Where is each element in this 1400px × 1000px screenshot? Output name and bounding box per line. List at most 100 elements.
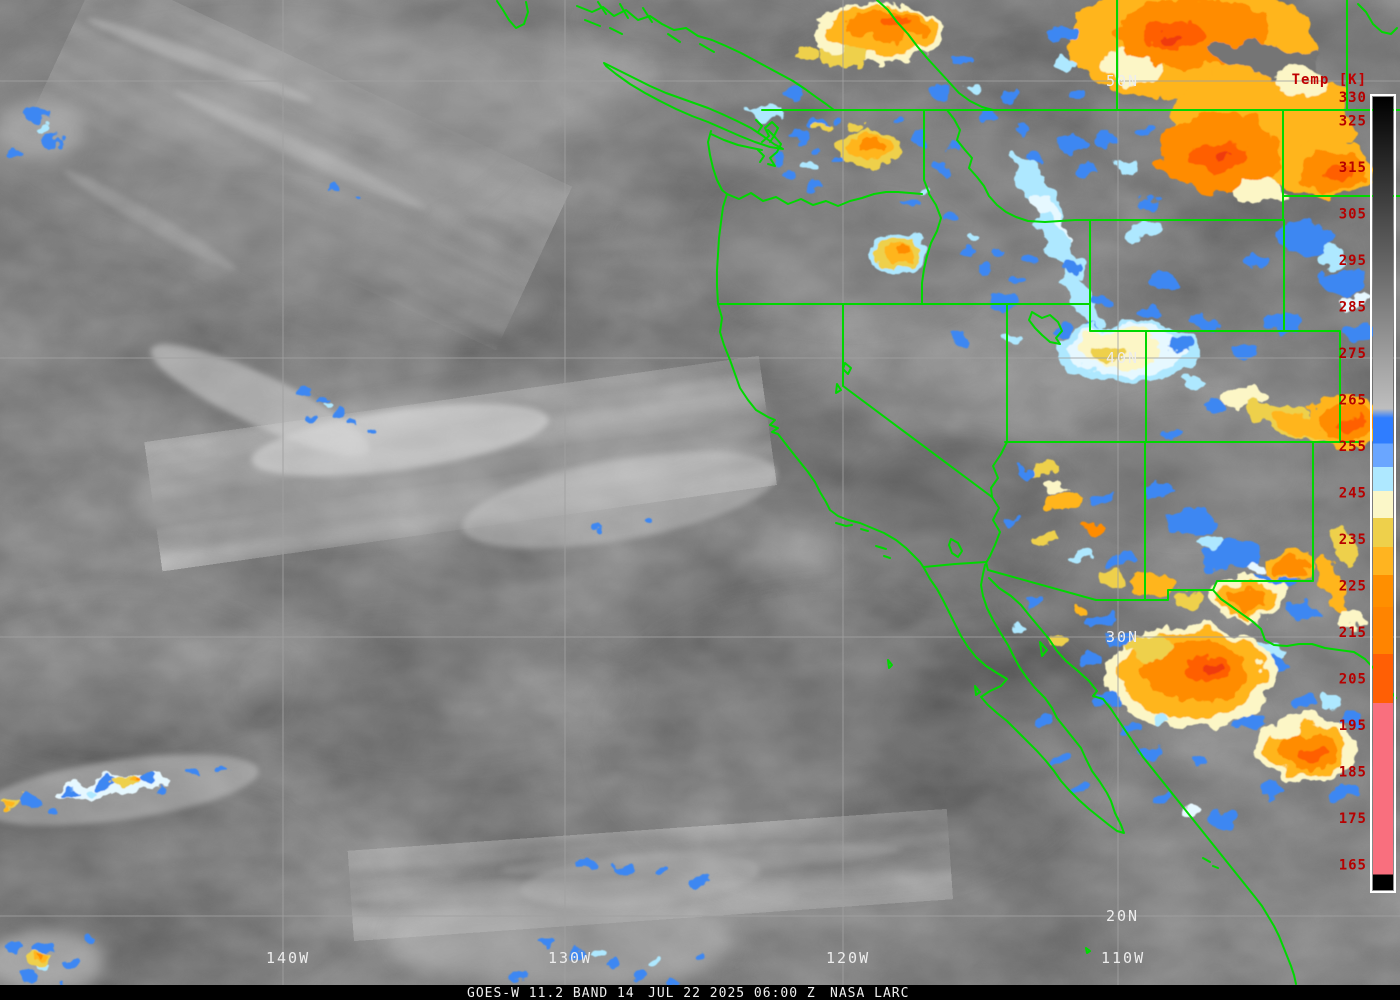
border-path [1357, 3, 1398, 35]
cold-cloud-blob [784, 171, 796, 179]
cold-cloud-blob [1266, 721, 1298, 739]
border-path [717, 303, 925, 569]
border-path [835, 522, 891, 559]
cold-cloud-blob [40, 134, 60, 146]
colorbar-tick-label: 325 [1339, 113, 1367, 129]
cold-cloud-blob [1318, 269, 1366, 295]
colorbar-tick-label: 225 [1339, 578, 1367, 594]
cold-cloud-blob [1054, 56, 1074, 68]
colorbar-tick-label: 195 [1339, 718, 1367, 734]
border-path [576, 5, 835, 111]
cold-cloud-blob [998, 88, 1018, 100]
border-path [1212, 589, 1397, 699]
cold-cloud-blob [48, 808, 62, 816]
cold-cloud-blob [1120, 724, 1140, 736]
cold-cloud-blob [1115, 159, 1135, 171]
colorbar-tick-label: 205 [1339, 671, 1367, 687]
border-path [707, 130, 763, 195]
cold-cloud-blob [817, 123, 831, 131]
longitude-label: 110W [1101, 949, 1145, 967]
cold-cloud-blob [977, 265, 993, 275]
colorbar-tick-label: 175 [1339, 811, 1367, 827]
border-path [835, 362, 852, 394]
cold-cloud-blob [802, 164, 814, 172]
border-path [921, 109, 942, 305]
cold-cloud-blob [1228, 180, 1288, 204]
border-path [887, 641, 1219, 954]
cold-cloud-blob [566, 949, 586, 961]
cold-cloud-blob [1001, 515, 1019, 525]
cold-cloud-blob [829, 116, 841, 124]
border-path [726, 191, 923, 207]
cold-cloud-blob [947, 145, 963, 155]
cold-cloud-blob [932, 165, 948, 175]
cold-cloud-blob [1092, 692, 1120, 708]
cold-cloud-blob [892, 115, 908, 125]
cold-cloud-blob [644, 517, 652, 523]
cold-cloud-blob [952, 54, 972, 66]
cold-cloud-blob [38, 955, 44, 959]
cold-cloud-blob [604, 961, 620, 971]
cold-cloud-blob [351, 193, 361, 199]
colorbar-tick-label: 330 [1339, 90, 1367, 106]
cold-cloud-blob [925, 86, 951, 102]
cold-cloud-blob [694, 876, 706, 884]
border-path [1028, 311, 1063, 345]
cold-cloud-blob [1046, 481, 1066, 491]
cold-cloud-blob [979, 112, 997, 124]
cold-cloud-blob [1025, 463, 1055, 477]
cold-cloud-blob [911, 135, 929, 145]
latitude-label: 30N [1106, 628, 1139, 646]
cold-cloud-blob [923, 186, 937, 194]
cold-cloud-blob [1088, 614, 1116, 630]
cold-cloud-blob [1166, 507, 1214, 533]
cold-cloud-blob [1338, 613, 1366, 627]
cold-cloud-blob [1092, 494, 1112, 506]
cold-cloud-blob [813, 181, 827, 189]
cold-cloud-blob [513, 971, 527, 979]
cold-cloud-blob [844, 124, 860, 132]
cold-cloud-blob [956, 245, 974, 255]
border-path [1212, 441, 1314, 591]
cold-cloud-blob [1048, 323, 1072, 337]
colorbar-tick-labels: 330 325 315 305 295 285 275 265 255 245 235 225 215 2… [1339, 90, 1367, 873]
colorbar-frame [1370, 94, 1396, 893]
cold-cloud-blob [326, 403, 336, 409]
cold-cloud-blob [1182, 376, 1202, 388]
cold-cloud-blob [368, 429, 376, 435]
cold-cloud-blob [1316, 249, 1348, 267]
cold-cloud-blob [818, 42, 842, 54]
cold-cloud-blob [329, 184, 341, 192]
cold-cloud-blob [1238, 714, 1266, 730]
cold-cloud-blob [943, 216, 957, 224]
colorbar-tick-label: 185 [1339, 764, 1367, 780]
cold-cloud-blob [1007, 275, 1023, 285]
cold-cloud-blob [1275, 222, 1335, 254]
cold-cloud-blob [8, 145, 24, 155]
cold-cloud-blob [1168, 338, 1192, 352]
colorbar-tick-label: 305 [1339, 206, 1367, 222]
cold-cloud-blob [1076, 166, 1096, 178]
cold-cloud-blob [1332, 527, 1356, 569]
cold-cloud-blob [1014, 465, 1030, 475]
cold-cloud-blob [653, 864, 667, 872]
cold-cloud-blob [1322, 166, 1352, 182]
cold-cloud-blob [182, 768, 198, 776]
cold-cloud-blob [1008, 623, 1024, 633]
temperature-colorbar: Temp [K] 330 325 315 305 295 285 275 265 255 245 2… [1292, 72, 1396, 893]
cold-cloud-blob [1070, 605, 1090, 615]
cold-cloud-blob [896, 246, 910, 256]
cold-cloud-blob [1055, 134, 1085, 150]
cold-cloud-blob [64, 956, 80, 966]
cold-cloud-blob [8, 941, 24, 951]
cold-cloud-blob [85, 785, 99, 793]
cold-cloud-blob [633, 971, 651, 981]
cold-cloud-blob [1262, 311, 1302, 333]
cold-cloud-blob [967, 85, 983, 95]
cold-cloud-blob [595, 525, 605, 531]
cold-cloud-blob [538, 935, 554, 945]
latitude-label: 50N [1106, 72, 1139, 90]
cold-cloud-blob [20, 795, 40, 807]
